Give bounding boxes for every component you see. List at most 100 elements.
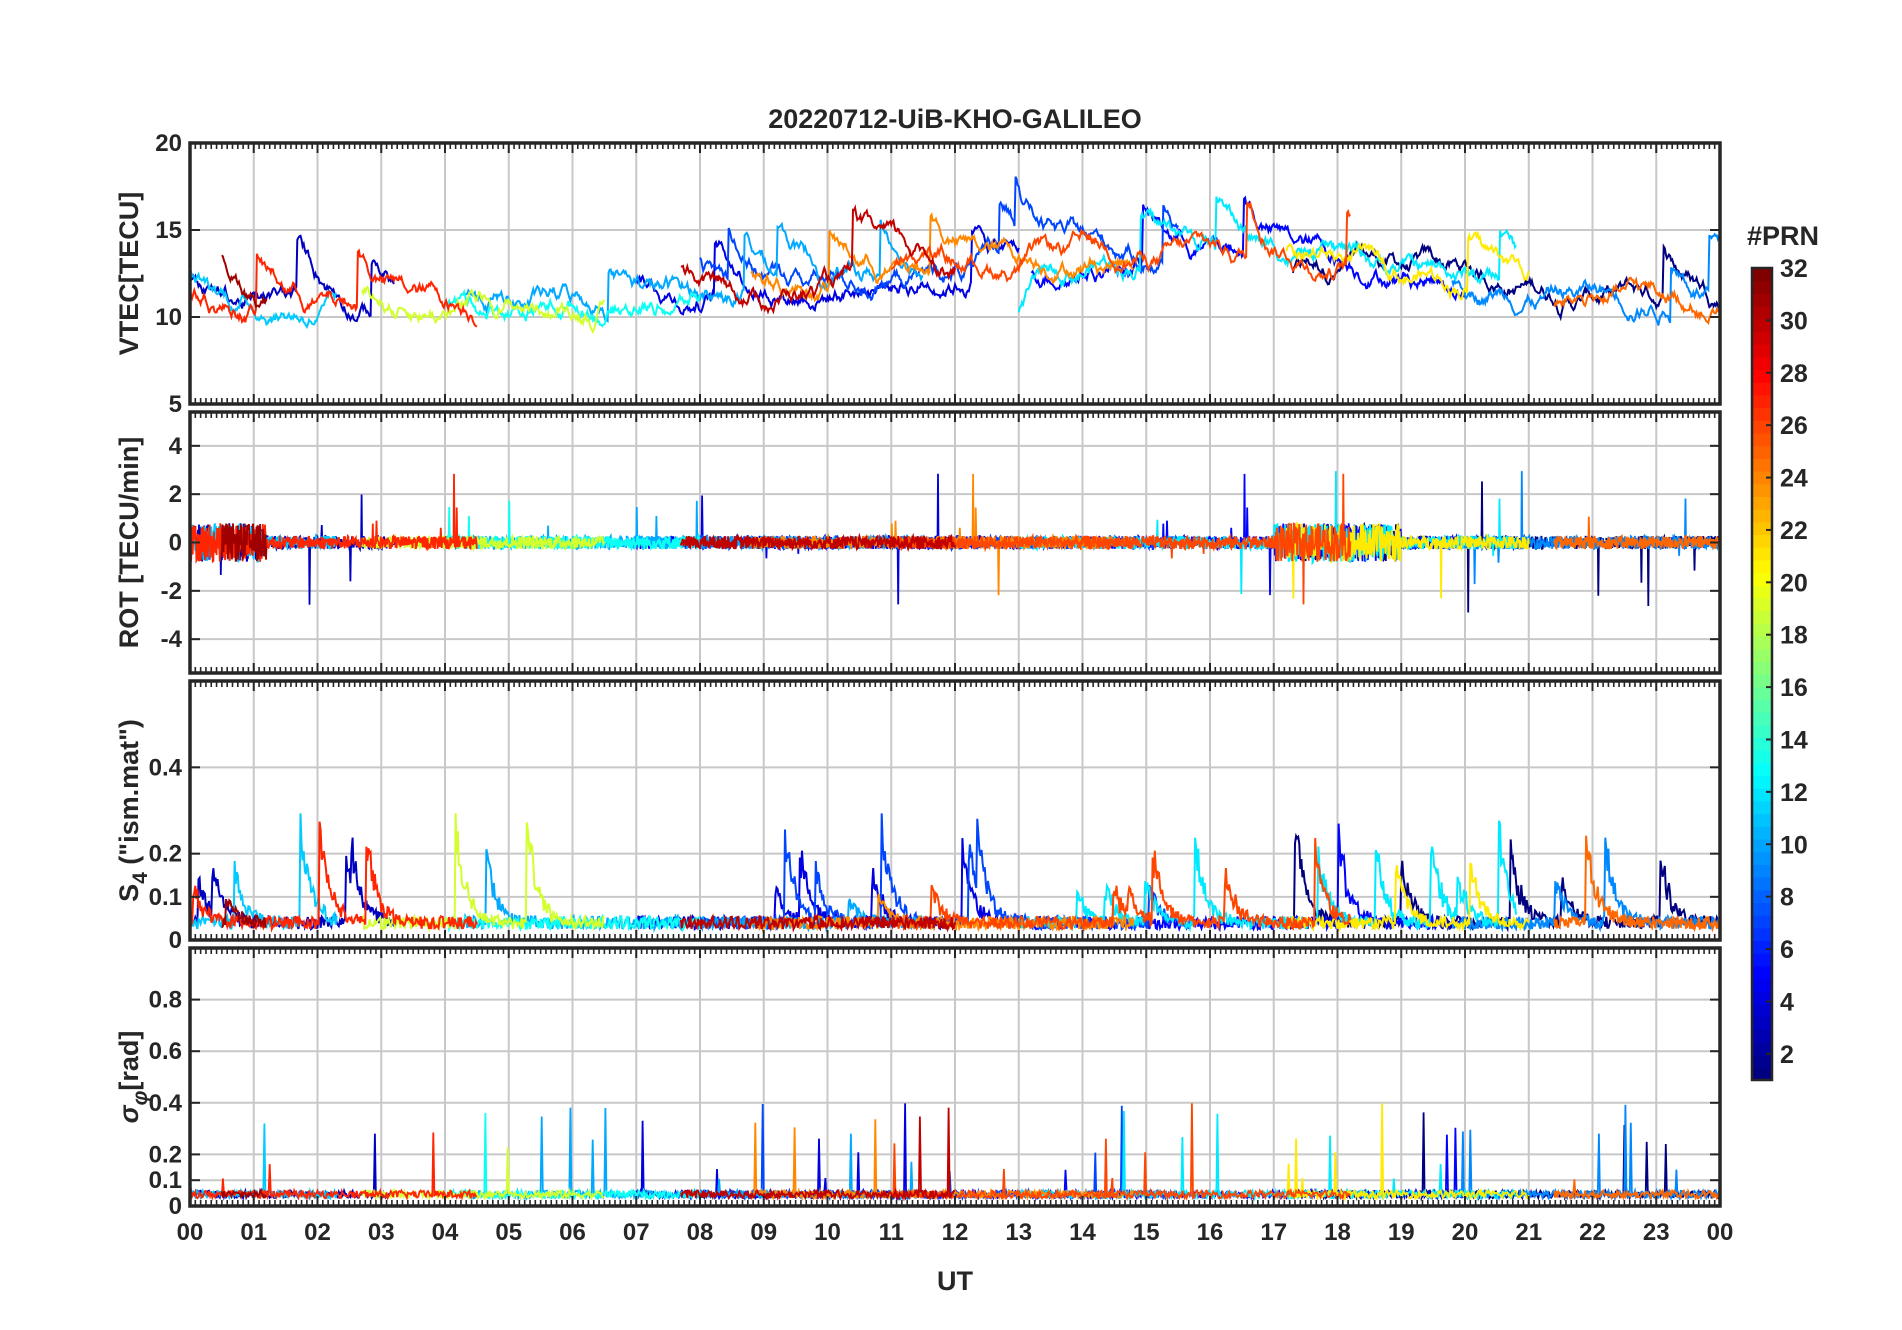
colorbar-step bbox=[1752, 991, 1772, 1005]
colorbar-step bbox=[1752, 394, 1772, 409]
colorbar-step bbox=[1752, 762, 1772, 777]
colorbar-tick-label: 18 bbox=[1780, 622, 1808, 650]
x-tick-label: 07 bbox=[623, 1219, 650, 1246]
vtec-series-prn-19 bbox=[361, 285, 606, 335]
colorbar-step bbox=[1752, 1054, 1772, 1068]
colorbar-step bbox=[1752, 902, 1772, 916]
vtec-series-prn-31 bbox=[221, 254, 268, 309]
rot-series-prn-25 bbox=[1553, 516, 1720, 551]
colorbar-step bbox=[1752, 280, 1772, 294]
x-tick-label: 02 bbox=[304, 1219, 331, 1246]
colorbar-step bbox=[1752, 331, 1772, 345]
vtec-series-prn-13 bbox=[444, 288, 701, 328]
vtec-series-prn-11 bbox=[190, 270, 338, 330]
y-tick-label: -2 bbox=[161, 578, 182, 605]
colorbar-step bbox=[1752, 306, 1772, 320]
x-tick-label: 08 bbox=[687, 1219, 714, 1246]
colorbar-tick-label: 2 bbox=[1780, 1041, 1794, 1069]
series-layer bbox=[190, 176, 1720, 1202]
y-tick-label: 0 bbox=[169, 1193, 182, 1220]
colorbar-step bbox=[1752, 420, 1772, 434]
colorbar-step bbox=[1752, 471, 1772, 485]
vtec-series-prn-30 bbox=[680, 204, 956, 315]
x-tick-label: 12 bbox=[942, 1219, 969, 1246]
y-tick-label: 0.6 bbox=[149, 1038, 182, 1065]
rot-series-prn-26 bbox=[890, 473, 1352, 605]
y-tick-label: 0.8 bbox=[149, 987, 182, 1014]
colorbar-step bbox=[1752, 877, 1772, 891]
colorbar-step bbox=[1752, 356, 1772, 371]
panel-0-y-axis-label: VTEC[TECU] bbox=[114, 192, 144, 356]
colorbar-step bbox=[1752, 432, 1772, 447]
colorbar-step bbox=[1752, 1067, 1772, 1081]
colorbar-step bbox=[1752, 509, 1772, 523]
rot-series-prn-31 bbox=[221, 523, 268, 562]
colorbar-step bbox=[1752, 623, 1772, 637]
x-tick-label: 05 bbox=[495, 1219, 522, 1246]
y-tick-label: 4 bbox=[169, 433, 183, 460]
colorbar-step bbox=[1752, 369, 1772, 383]
colorbar-step bbox=[1752, 800, 1772, 815]
panel-3-frame bbox=[188, 946, 1722, 1208]
colorbar-step bbox=[1752, 344, 1772, 358]
x-tick-label: 11 bbox=[879, 1219, 904, 1246]
panel-0-frame bbox=[188, 141, 1722, 406]
y-tick-label: 15 bbox=[155, 217, 182, 244]
vtec-series-prn-26 bbox=[890, 200, 1352, 283]
colorbar-tick-label: 10 bbox=[1780, 831, 1808, 859]
colorbar-tick-label: 24 bbox=[1780, 465, 1808, 493]
y-tick-label: 0.4 bbox=[149, 1090, 183, 1117]
colorbar-tick-label: 26 bbox=[1780, 412, 1808, 440]
x-tick-label: 10 bbox=[814, 1219, 841, 1246]
x-tick-label: 20 bbox=[1452, 1219, 1479, 1246]
panel-3-y-axis-label: σφ[rad] bbox=[114, 1031, 152, 1124]
x-axis-label: UT bbox=[937, 1266, 973, 1296]
x-tick-label: 13 bbox=[1005, 1219, 1032, 1246]
x-tick-label: 04 bbox=[432, 1219, 459, 1246]
vtec-series-prn-12 bbox=[1017, 196, 1517, 313]
x-tick-label: 09 bbox=[750, 1219, 777, 1246]
colorbar-step bbox=[1752, 712, 1772, 726]
colorbar-tick-label: 32 bbox=[1780, 255, 1808, 283]
colorbar-step bbox=[1752, 851, 1772, 865]
colorbar-step bbox=[1752, 293, 1772, 307]
s4-series-prn-21 bbox=[1285, 862, 1530, 933]
colorbar-step bbox=[1752, 597, 1772, 612]
y-tick-label: 0 bbox=[169, 530, 182, 557]
x-tick-label: 06 bbox=[559, 1219, 586, 1246]
colorbar-tick-label: 22 bbox=[1780, 517, 1808, 545]
colorbar-step bbox=[1752, 965, 1772, 980]
x-tick-label: 18 bbox=[1324, 1219, 1351, 1246]
colorbar-step bbox=[1752, 1029, 1772, 1043]
vtec-series-prn-9 bbox=[1451, 232, 1720, 326]
colorbar-tick-label: 16 bbox=[1780, 674, 1808, 702]
colorbar-step bbox=[1752, 635, 1772, 650]
panel-1-y-axis-label: ROT [TECU/min] bbox=[114, 437, 144, 648]
colorbar-step bbox=[1752, 724, 1772, 739]
rot-series-prn-30 bbox=[680, 532, 956, 553]
colorbar-step bbox=[1752, 458, 1772, 472]
x-tick-label: 17 bbox=[1260, 1219, 1287, 1246]
colorbar-step bbox=[1752, 750, 1772, 764]
y-tick-label: 20 bbox=[155, 130, 182, 157]
colorbar-step bbox=[1752, 788, 1772, 802]
colorbar-step bbox=[1752, 483, 1772, 497]
x-tick-label: 19 bbox=[1388, 1219, 1415, 1246]
s4-series-prn-31 bbox=[221, 898, 268, 930]
colorbar-step bbox=[1752, 610, 1772, 624]
colorbar-step bbox=[1752, 445, 1772, 459]
x-tick-label: 21 bbox=[1515, 1219, 1542, 1246]
colorbar-step bbox=[1752, 521, 1772, 536]
axes-frames bbox=[188, 141, 1722, 1208]
x-tick-label: 14 bbox=[1069, 1219, 1096, 1246]
x-tick-label: 22 bbox=[1579, 1219, 1606, 1246]
colorbar-step bbox=[1752, 775, 1772, 789]
sigmaphi-series-prn-25 bbox=[1553, 1179, 1720, 1201]
colorbar-step bbox=[1752, 915, 1772, 929]
vtec-series-prn-21 bbox=[1285, 230, 1530, 301]
colorbar-step bbox=[1752, 268, 1772, 282]
y-tick-label: 0.1 bbox=[149, 884, 182, 911]
colorbar-tick-label: 8 bbox=[1780, 884, 1794, 912]
